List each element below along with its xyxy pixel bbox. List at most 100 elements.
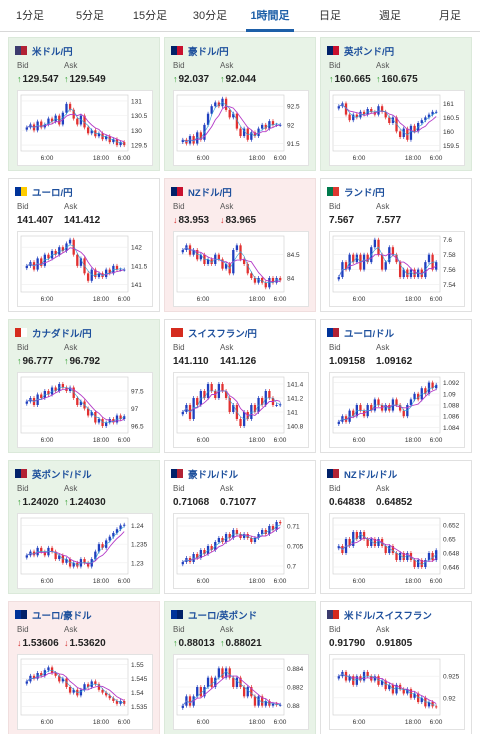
rate-card[interactable]: ユーロ/ドル Bid Ask 1.09158 1.09162 1.092 1.09 1.088… bbox=[320, 319, 472, 453]
price-chart[interactable]: 92.5 92 91.5 6:00 18:00 6:00 bbox=[173, 90, 309, 166]
candle bbox=[105, 422, 108, 426]
pair-header[interactable]: 米ドル/円 bbox=[9, 43, 159, 58]
price-chart[interactable]: 7.6 7.58 7.56 7.54 6:00 18:00 6:00 bbox=[329, 231, 465, 307]
x-tick-label: 6:00 bbox=[41, 155, 54, 162]
candle bbox=[61, 678, 65, 682]
pair-header[interactable]: ユーロ/ドル bbox=[321, 325, 471, 340]
pair-header[interactable]: ランド/円 bbox=[321, 184, 471, 199]
pair-name-link[interactable]: ユーロ/豪ドル bbox=[32, 610, 92, 622]
tab-0[interactable]: 1分足 bbox=[15, 10, 45, 22]
candle bbox=[108, 536, 111, 541]
candle bbox=[112, 698, 115, 701]
candle bbox=[337, 106, 340, 109]
rate-card[interactable]: 米ドル/スイスフラン Bid Ask 0.91790 0.91805 0.925 0.92 6… bbox=[320, 601, 472, 734]
price-chart[interactable]: 161 160.5 160 159.5 6:00 18:00 6:00 bbox=[329, 90, 465, 166]
candle bbox=[123, 524, 126, 526]
tab-3[interactable]: 30分足 bbox=[192, 10, 228, 22]
tab-4[interactable]: 1時間足 bbox=[240, 0, 300, 32]
x-tick-label: 18:00 bbox=[249, 578, 266, 585]
tab-1[interactable]: 5分足 bbox=[75, 10, 105, 22]
price-chart[interactable]: 142 141.5 141 6:00 18:00 6:00 bbox=[17, 231, 153, 307]
ask-price: 141.126 bbox=[220, 355, 257, 367]
pair-name-link[interactable]: 米ドル/スイスフラン bbox=[344, 610, 432, 622]
rate-card[interactable]: 米ドル/円 Bid Ask ↑129.547 ↑129.549 131 130.5 130 12… bbox=[8, 37, 160, 171]
price-chart[interactable]: 97.5 97 96.5 6:00 18:00 6:00 bbox=[17, 372, 153, 448]
pair-name-link[interactable]: NZドル/ドル bbox=[344, 469, 398, 481]
price-chart[interactable]: 0.652 0.65 0.648 0.646 6:00 18:00 6:00 bbox=[329, 513, 465, 589]
rate-card[interactable]: スイスフラン/円 Bid Ask 141.110 141.126 141.4 141.2 14… bbox=[164, 319, 316, 453]
candle bbox=[370, 109, 373, 112]
price-chart[interactable]: 1.55 1.545 1.54 1.535 6:00 18:00 6:00 bbox=[17, 654, 153, 730]
x-tick-label: 18:00 bbox=[249, 296, 266, 303]
candle bbox=[119, 269, 122, 271]
candle bbox=[413, 693, 416, 698]
pair-header[interactable]: 豪ドル/ドル bbox=[165, 466, 315, 481]
candle bbox=[384, 546, 387, 553]
pair-header[interactable]: 英ポンド/円 bbox=[321, 43, 471, 58]
tab-5[interactable]: 日足 bbox=[319, 10, 341, 22]
candle bbox=[271, 278, 275, 283]
pair-header[interactable]: ユーロ/豪ドル bbox=[9, 607, 159, 622]
candle bbox=[424, 388, 427, 394]
pair-header[interactable]: NZドル/円 bbox=[165, 184, 315, 199]
pair-name-link[interactable]: カナダドル/円 bbox=[32, 328, 92, 340]
rate-card[interactable]: 豪ドル/ドル Bid Ask 0.71068 0.71077 0.71 0.705 0.7 6:… bbox=[164, 460, 316, 594]
rate-card[interactable]: 英ポンド/円 Bid Ask ↑160.665 ↑160.675 161 160.5 160 1… bbox=[320, 37, 472, 171]
rate-card[interactable]: 豪ドル/円 Bid Ask ↑92.037 ↑92.044 92.5 92 91.5 6:00 1… bbox=[164, 37, 316, 171]
candle bbox=[366, 254, 369, 263]
rate-card[interactable]: カナダドル/円 Bid Ask ↑96.777 ↑96.792 97.5 97 96.5 6:0… bbox=[8, 319, 160, 453]
ask-label: Ask bbox=[64, 202, 78, 211]
price-chart[interactable]: 0.884 0.882 0.88 6:00 18:00 6:00 bbox=[173, 654, 309, 730]
rate-card[interactable]: ユーロ/豪ドル Bid Ask ↓1.53606 ↓1.53620 1.55 1.545 1.… bbox=[8, 601, 160, 734]
pair-name-link[interactable]: 英ポンド/円 bbox=[344, 46, 395, 58]
pair-name-link[interactable]: NZドル/円 bbox=[188, 187, 232, 199]
pair-header[interactable]: カナダドル/円 bbox=[9, 325, 159, 340]
price-chart[interactable]: 1.24 1.235 1.23 6:00 18:00 6:00 bbox=[17, 513, 153, 589]
pair-name-link[interactable]: ユーロ/英ポンド bbox=[188, 610, 258, 622]
rate-card[interactable]: ユーロ/円 Bid Ask 141.407 141.412 142 141.5 141 6:00… bbox=[8, 178, 160, 312]
bid-price: ↓83.953 bbox=[173, 214, 210, 226]
pair-name-link[interactable]: スイスフラン/円 bbox=[188, 328, 257, 340]
price-chart[interactable]: 1.092 1.09 1.088 1.086 1.084 6:00 18:00 6:00 bbox=[329, 372, 465, 448]
candle bbox=[402, 689, 405, 694]
pair-header[interactable]: ユーロ/英ポンド bbox=[165, 607, 315, 622]
price-chart[interactable]: 84.5 84 6:00 18:00 6:00 bbox=[173, 231, 309, 307]
rate-card[interactable]: NZドル/ドル Bid Ask 0.64838 0.64852 0.652 0.65 0.64… bbox=[320, 460, 472, 594]
rate-card[interactable]: ランド/円 Bid Ask 7.567 7.577 7.6 7.58 7.56 7.54 6:00… bbox=[320, 178, 472, 312]
pair-name-link[interactable]: 英ポンド/ドル bbox=[32, 469, 92, 481]
price-chart[interactable]: 0.71 0.705 0.7 6:00 18:00 6:00 bbox=[173, 513, 309, 589]
rate-card[interactable]: 英ポンド/ドル Bid Ask ↑1.24020 ↑1.24030 1.24 1.235 1.… bbox=[8, 460, 160, 594]
pair-name-link[interactable]: ユーロ/ドル bbox=[344, 328, 395, 340]
pair-header[interactable]: ユーロ/円 bbox=[9, 184, 159, 199]
pair-name-link[interactable]: ランド/円 bbox=[344, 187, 385, 199]
pair-name-link[interactable]: 米ドル/円 bbox=[32, 46, 73, 58]
pair-header[interactable]: 英ポンド/ドル bbox=[9, 466, 159, 481]
pair-name-link[interactable]: 豪ドル/ドル bbox=[188, 469, 239, 481]
tab-2[interactable]: 15分足 bbox=[132, 10, 168, 22]
candle bbox=[217, 102, 221, 107]
pair-header[interactable]: NZドル/ドル bbox=[321, 466, 471, 481]
candle bbox=[224, 391, 228, 398]
pair-name-link[interactable]: 豪ドル/円 bbox=[188, 46, 229, 58]
pair-name-link[interactable]: ユーロ/円 bbox=[32, 187, 73, 199]
rate-card[interactable]: NZドル/円 Bid Ask ↓83.953 ↓83.965 84.5 84 6:00 18:0… bbox=[164, 178, 316, 312]
pair-header[interactable]: 米ドル/スイスフラン bbox=[321, 607, 471, 622]
pair-header[interactable]: 豪ドル/円 bbox=[165, 43, 315, 58]
candle bbox=[203, 550, 206, 554]
ask-label: Ask bbox=[64, 61, 78, 70]
tab-6[interactable]: 週足 bbox=[379, 10, 401, 22]
candle bbox=[54, 250, 57, 255]
price-chart[interactable]: 141.4 141.2 141 140.8 6:00 18:00 6:00 bbox=[173, 372, 309, 448]
candle bbox=[72, 689, 75, 693]
candle bbox=[228, 109, 231, 118]
tab-7[interactable]: 月足 bbox=[439, 10, 461, 22]
candle bbox=[377, 399, 380, 405]
rate-card[interactable]: ユーロ/英ポンド Bid Ask ↑0.88013 ↑0.88021 0.884 0.882… bbox=[164, 601, 316, 734]
candle bbox=[384, 262, 387, 270]
price-chart[interactable]: 0.925 0.92 6:00 18:00 6:00 bbox=[329, 654, 465, 730]
pair-header[interactable]: スイスフラン/円 bbox=[165, 325, 315, 340]
bid-price: ↑1.24020 bbox=[17, 496, 59, 508]
price-chart[interactable]: 131 130.5 130 129.5 6:00 18:00 6:00 bbox=[17, 90, 153, 166]
bid-label: Bid bbox=[17, 625, 29, 634]
candle bbox=[119, 415, 122, 419]
